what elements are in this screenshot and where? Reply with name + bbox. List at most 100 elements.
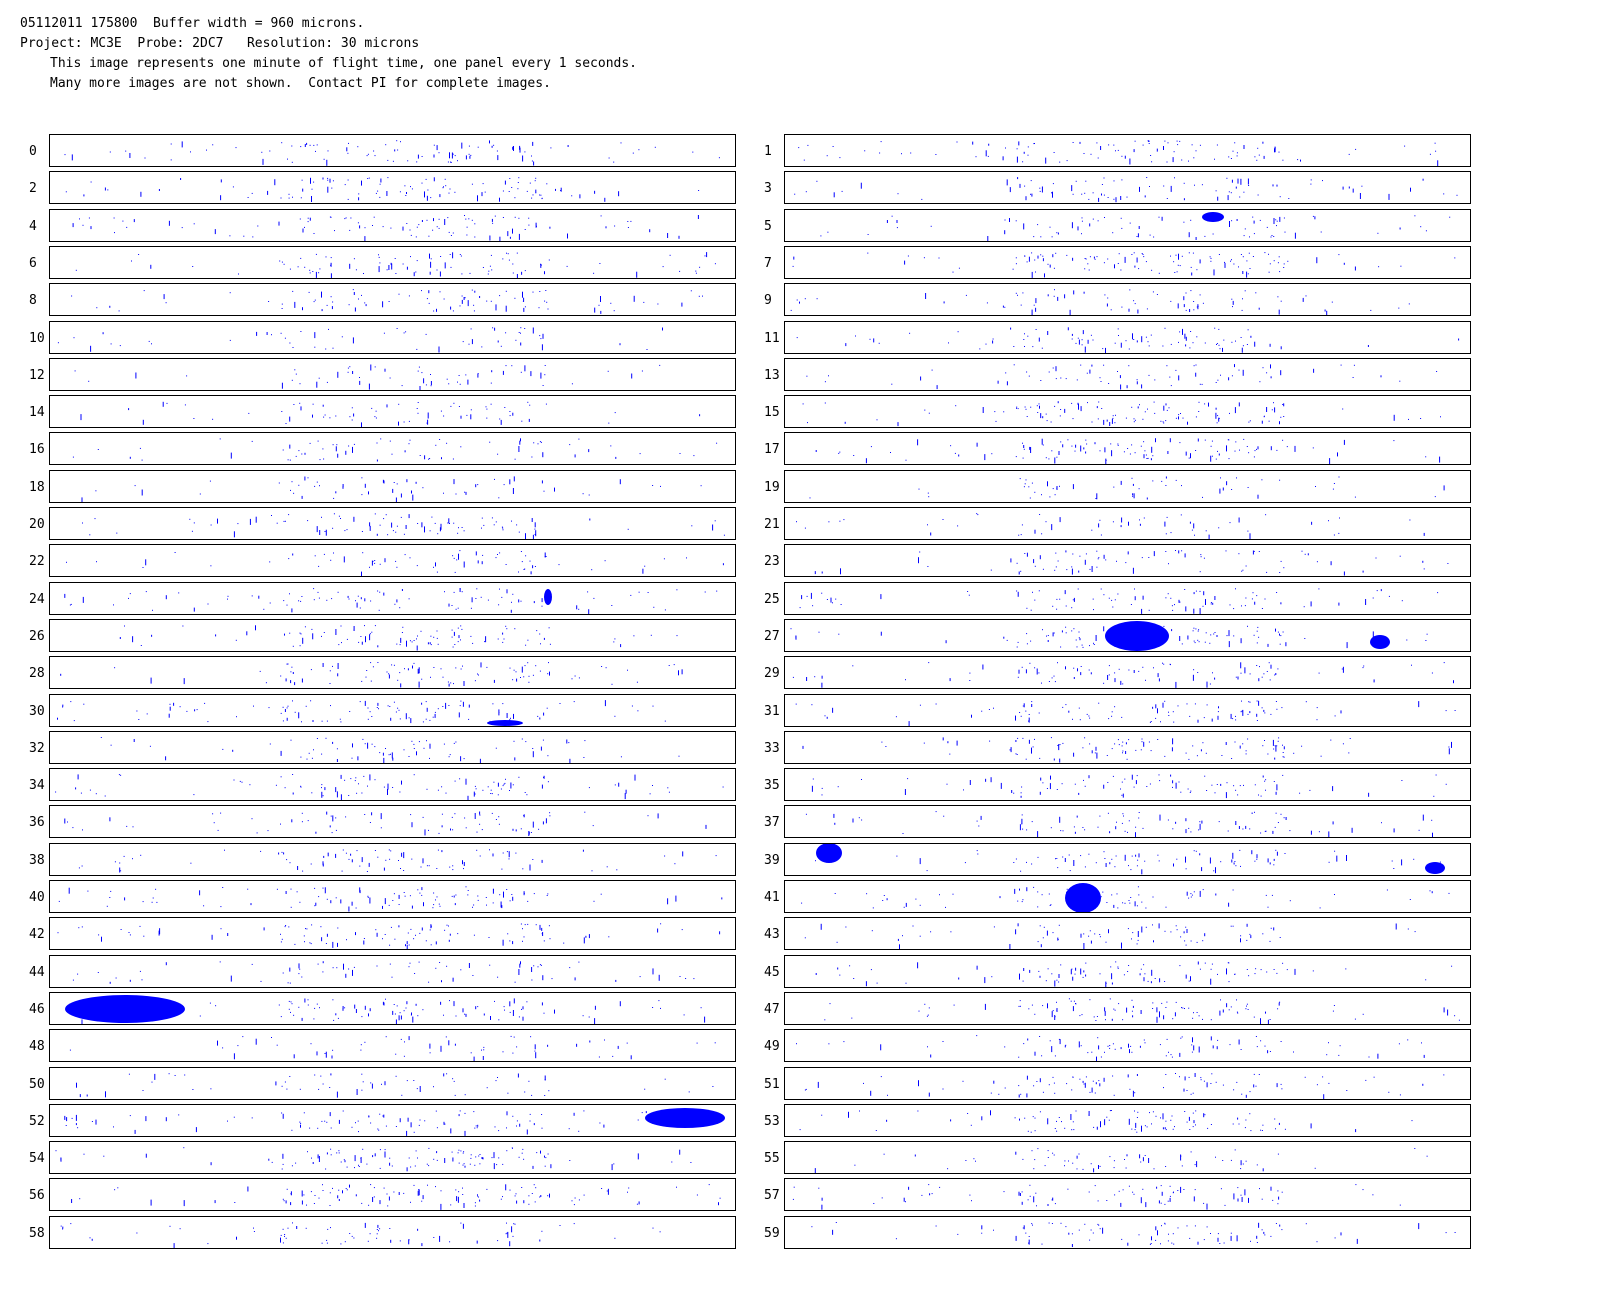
particle-dot	[542, 975, 544, 981]
particle-dot	[691, 525, 693, 527]
particle-dot	[60, 673, 62, 676]
particle-dot	[1203, 1080, 1205, 1082]
particle-dot	[838, 452, 840, 454]
particle-dot	[459, 305, 461, 307]
particle-dot	[70, 603, 72, 605]
particle-dot	[1342, 186, 1344, 190]
particle-dot	[1129, 289, 1131, 291]
particle-dot	[542, 385, 544, 386]
particle-dot	[332, 444, 334, 446]
particle-dot	[403, 332, 405, 334]
particle-dot	[301, 721, 302, 723]
particle-dot	[410, 256, 411, 258]
particle-dot	[1073, 667, 1075, 669]
particle-dot	[1031, 309, 1033, 315]
particle-dot	[439, 439, 441, 440]
particle-dot	[507, 1092, 509, 1094]
particle-dot	[1229, 1044, 1231, 1046]
particle-dot	[1023, 223, 1025, 230]
particle-dot	[1109, 831, 1111, 834]
particle-dot	[1052, 488, 1054, 490]
particle-dot	[81, 865, 83, 867]
particle-dot	[1150, 155, 1152, 156]
particle-dot	[1221, 755, 1223, 756]
particle-dot	[1183, 931, 1185, 934]
particle-dot	[1050, 827, 1052, 829]
image-panel	[784, 1067, 1471, 1100]
particle-dot	[923, 257, 925, 259]
panel-label: 24	[29, 592, 45, 607]
particle-dot	[505, 778, 506, 780]
particle-dot	[1194, 642, 1196, 644]
particle-dot	[1257, 446, 1259, 450]
particle-dot	[520, 551, 522, 552]
particle-dot	[311, 188, 313, 190]
particle-dot	[419, 932, 421, 934]
particle-dot	[919, 904, 921, 906]
particle-dot	[1032, 591, 1033, 593]
particle-dot	[1220, 374, 1221, 376]
particle-dot	[114, 861, 116, 863]
particle-dot	[283, 600, 285, 602]
particle-dot	[676, 635, 678, 637]
particle-dot	[539, 441, 541, 443]
particle-dot	[377, 856, 379, 858]
particle-dot	[388, 265, 390, 270]
particle-dot	[549, 671, 550, 676]
image-panel	[784, 134, 1471, 167]
particle-dot	[1161, 1002, 1163, 1004]
particle-dot	[1113, 1160, 1115, 1162]
particle-dot	[589, 518, 591, 521]
particle-dot	[468, 343, 470, 345]
particle-dot	[429, 743, 431, 749]
particle-dot	[502, 527, 504, 529]
particle-dot	[1195, 590, 1197, 592]
particle-dot	[1229, 522, 1231, 524]
particle-dot	[324, 787, 326, 791]
particle-dot	[910, 152, 912, 154]
particle-dot	[1277, 740, 1279, 742]
particle-dot	[1181, 255, 1183, 257]
particle-dot	[870, 446, 872, 448]
particle-dot	[458, 406, 460, 407]
particle-dot	[258, 595, 260, 599]
particle-dot	[148, 340, 150, 342]
particle-dot	[1148, 345, 1150, 347]
particle-dot	[1098, 702, 1100, 704]
particle-dot	[1198, 1015, 1200, 1017]
particle-dot	[1252, 592, 1254, 594]
particle-dot	[1100, 534, 1102, 536]
particle-dot	[1378, 266, 1380, 268]
particle-dot	[1272, 830, 1274, 834]
particle-dot	[520, 327, 522, 329]
particle-dot	[184, 404, 186, 406]
particle-dot	[1185, 309, 1187, 311]
particle-dot	[214, 229, 216, 235]
particle-dot	[1093, 1016, 1095, 1018]
particle-dot	[1079, 141, 1081, 144]
particle-dot	[1080, 666, 1082, 667]
particle-dot	[193, 522, 195, 524]
particle-dot	[1165, 1120, 1167, 1122]
particle-dot	[459, 705, 461, 707]
particle-dot	[1162, 345, 1164, 347]
particle-dot	[569, 758, 571, 763]
particle-dot	[519, 440, 521, 445]
particle-dot	[1318, 831, 1320, 833]
particle-dot	[1458, 1019, 1460, 1021]
particle-dot	[1163, 1087, 1164, 1089]
particle-dot	[362, 1081, 364, 1083]
particle-dot	[289, 444, 291, 449]
particle-dot	[1047, 968, 1049, 970]
particle-dot	[434, 522, 436, 524]
image-panel	[49, 470, 736, 503]
particle-dot	[109, 151, 111, 153]
particle-dot	[1201, 383, 1203, 385]
particle-dot	[547, 1153, 549, 1155]
particle-dot	[545, 818, 547, 824]
particle-dot	[1013, 364, 1015, 366]
particle-dot	[342, 1007, 344, 1011]
particle-dot	[1103, 419, 1105, 425]
particle-dot	[513, 669, 515, 671]
particle-dot	[1111, 894, 1113, 896]
